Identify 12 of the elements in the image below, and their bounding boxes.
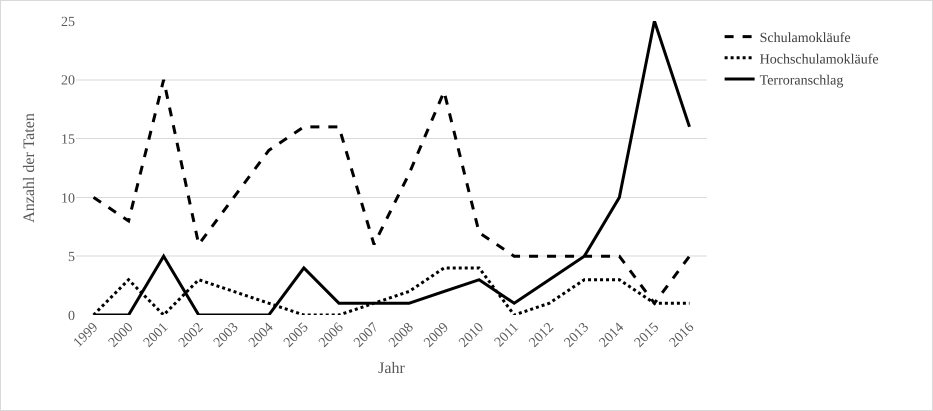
legend-label: Schulamokläufe xyxy=(760,31,851,46)
y-tick-label: 0 xyxy=(68,308,75,324)
x-tick-label: 2011 xyxy=(492,320,522,350)
y-tick-label: 15 xyxy=(61,132,75,148)
legend-label: Hochschulamokläufe xyxy=(760,52,879,68)
y-tick-label: 25 xyxy=(61,14,75,30)
legend-label: Terroranschlag xyxy=(760,73,844,88)
x-axis-title: Jahr xyxy=(378,360,406,377)
y-tick-label: 20 xyxy=(61,74,75,89)
y-tick-label: 5 xyxy=(68,250,75,266)
y-axis-title: Anzahl der Taten xyxy=(21,113,38,223)
y-tick-label: 10 xyxy=(61,191,75,206)
